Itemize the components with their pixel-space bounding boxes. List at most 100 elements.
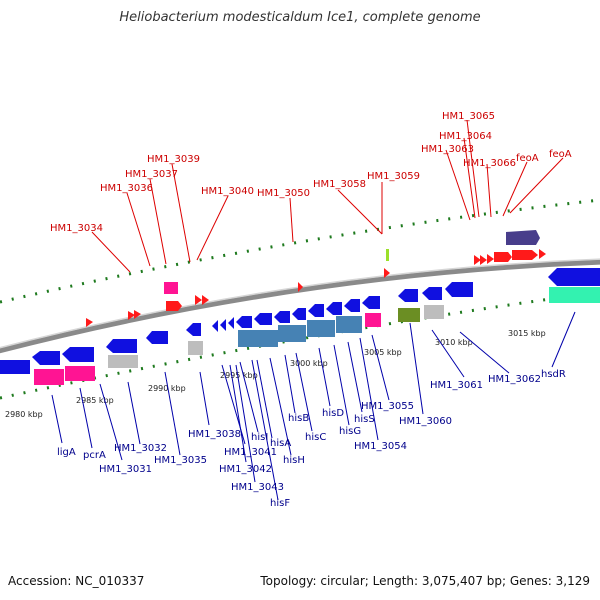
gene-arrow[interactable] [254, 313, 272, 325]
gene-arrow[interactable] [186, 323, 201, 336]
gene-arrow[interactable] [106, 339, 137, 353]
gene-label[interactable]: hisH [283, 455, 305, 466]
gene-arrow[interactable] [398, 289, 418, 302]
gene-arrow[interactable] [326, 302, 342, 315]
gene-label[interactable]: feoA [516, 153, 539, 164]
rna-gene[interactable] [365, 313, 381, 327]
gene-arrow[interactable] [362, 296, 380, 309]
gene-label[interactable]: HM1_3064 [439, 131, 492, 142]
gene-arrow[interactable] [512, 250, 538, 260]
gene-arrow[interactable] [474, 255, 481, 265]
gene-label[interactable]: hisD [322, 408, 344, 419]
gene-label[interactable]: HM1_3034 [50, 223, 103, 234]
gene-label[interactable]: hisA [270, 438, 291, 449]
gene-label[interactable]: HM1_3041 [224, 447, 277, 458]
gene-label[interactable]: hisF [270, 498, 290, 509]
his-operon[interactable] [336, 316, 362, 333]
gene-arrow[interactable] [384, 268, 390, 278]
gene-label[interactable]: HM1_3035 [154, 455, 207, 466]
gene-arrow[interactable] [274, 311, 290, 323]
gene-arrow[interactable] [298, 282, 303, 292]
gene-label[interactable]: HM1_3059 [367, 171, 420, 182]
gene-label[interactable]: HM1_3037 [125, 169, 178, 180]
gene-arrow[interactable] [62, 347, 94, 362]
pseudo-gene[interactable] [424, 305, 444, 319]
gene-label[interactable]: HM1_3054 [354, 441, 407, 452]
rna-gene[interactable] [34, 369, 64, 385]
gene-label[interactable]: hsdR [541, 369, 566, 380]
gene-label[interactable]: HM1_3039 [147, 154, 200, 165]
gene-arrow[interactable] [220, 319, 226, 331]
rna-gene[interactable] [65, 366, 95, 381]
gene-label[interactable]: pcrA [83, 450, 106, 461]
pseudo-gene[interactable] [108, 355, 138, 368]
gene-label[interactable]: HM1_3063 [421, 144, 474, 155]
gene-label[interactable]: HM1_3050 [257, 188, 310, 199]
his-operon[interactable] [307, 320, 335, 337]
gene-label[interactable]: hisI [251, 432, 268, 443]
scale-label: 2980 kbp [5, 410, 43, 419]
gene-label[interactable]: hisS [354, 414, 375, 425]
pseudo-gene[interactable] [188, 341, 203, 355]
his-operon[interactable] [238, 330, 278, 347]
gene-label[interactable]: hisG [339, 426, 361, 437]
gene-arrow[interactable] [146, 331, 168, 344]
gene-label[interactable]: HM1_3062 [488, 374, 541, 385]
gene-label[interactable]: HM1_3038 [188, 429, 241, 440]
gene-arrow[interactable] [539, 249, 546, 259]
aqua-gene[interactable] [549, 287, 600, 303]
gene-arrow[interactable] [236, 316, 252, 328]
gene-arrow[interactable] [0, 360, 30, 374]
gene-arrow[interactable] [480, 255, 487, 265]
gene-arrow[interactable] [548, 268, 600, 286]
gene-label[interactable]: HM1_3055 [361, 401, 414, 412]
gene-arrow[interactable] [166, 301, 182, 311]
gene-arrow[interactable] [487, 254, 494, 264]
gene-arrow[interactable] [32, 351, 60, 365]
scale-label: 3000 kbp [290, 359, 328, 368]
gene-arrow[interactable] [445, 282, 473, 297]
gene-arrow[interactable] [308, 304, 324, 317]
gene-label[interactable]: hisB [288, 413, 309, 424]
his-operon[interactable] [278, 325, 306, 342]
gene-label[interactable]: HM1_3036 [100, 183, 153, 194]
gene-label[interactable]: HM1_3040 [201, 186, 254, 197]
gene-label[interactable]: HM1_3058 [313, 179, 366, 190]
upper-leaders [91, 119, 564, 273]
gene-arrow[interactable] [212, 320, 218, 332]
map-title: Heliobacterium modesticaldum Ice1, compl… [119, 10, 481, 25]
scale-label: 2985 kbp [76, 396, 114, 405]
trna-gene[interactable] [386, 249, 389, 261]
gene-arrow[interactable] [86, 318, 93, 327]
gene-label[interactable]: HM1_3042 [219, 464, 272, 475]
gene-arrow[interactable] [134, 310, 141, 319]
gene-arrow[interactable] [128, 311, 135, 320]
gene-arrow[interactable] [494, 252, 512, 262]
gene-arrow[interactable] [202, 295, 209, 305]
olive-gene[interactable] [398, 308, 420, 322]
scale-labels: 2980 kbp 2985 kbp 2990 kbp 2995 kbp 3000… [5, 329, 546, 419]
gene-arrow[interactable] [292, 308, 306, 320]
scale-label: 3015 kbp [508, 329, 546, 338]
gene-label[interactable]: hisC [305, 432, 326, 443]
gene-label[interactable]: HM1_3043 [231, 482, 284, 493]
genome-backbone-outer [0, 259, 600, 354]
gene-arrow[interactable] [422, 287, 442, 300]
gene-label[interactable]: HM1_3066 [463, 158, 516, 169]
lower-leaders [51, 311, 576, 501]
gene-arrow[interactable] [195, 295, 202, 305]
gene-label[interactable]: HM1_3031 [99, 464, 152, 475]
gene-arrow-dark[interactable] [506, 230, 540, 245]
gene-arrow[interactable] [228, 317, 234, 329]
gene-label[interactable]: ligA [57, 447, 76, 458]
gene-label[interactable]: HM1_3060 [399, 416, 452, 427]
gene-label[interactable]: feoA [549, 149, 572, 160]
lower-labels: ligA pcrA HM1_3031 HM1_3032 HM1_3035 HM1… [57, 369, 566, 509]
gene-label[interactable]: HM1_3061 [430, 380, 483, 391]
reverse-genes [0, 268, 600, 385]
gene-arrow[interactable] [344, 299, 360, 312]
gene-label[interactable]: HM1_3032 [114, 443, 167, 454]
gene-label[interactable]: HM1_3065 [442, 111, 495, 122]
rna-gene[interactable] [164, 282, 178, 294]
